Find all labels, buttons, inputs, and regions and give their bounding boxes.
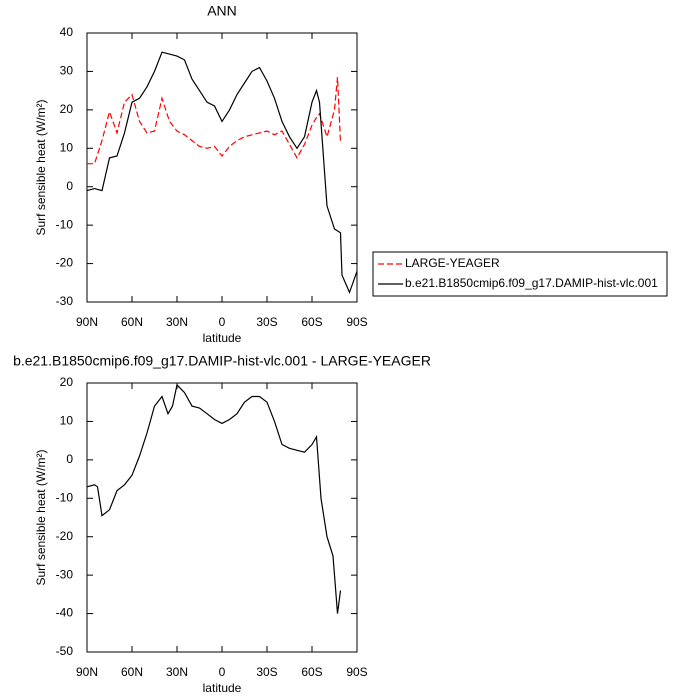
x-tick-label: 0: [219, 665, 226, 679]
y-tick-label: 30: [60, 64, 74, 78]
chart-title: ANN: [207, 3, 237, 19]
y-axis-label: Surf sensible heat (W/m²): [34, 449, 48, 585]
x-tick-label: 0: [219, 315, 226, 329]
legend-label: b.e21.B1850cmip6.f09_g17.DAMIP-hist-vlc.…: [405, 276, 658, 290]
y-tick-label: -10: [56, 217, 74, 231]
x-tick-label: 30S: [256, 665, 277, 679]
y-tick-label: -50: [56, 644, 74, 658]
y-tick-label: -20: [56, 256, 74, 270]
x-tick-label: 30N: [166, 315, 188, 329]
y-tick-label: -30: [56, 294, 74, 308]
x-tick-label: 60N: [121, 665, 143, 679]
x-tick-label: 60S: [301, 315, 322, 329]
y-axis-label: Surf sensible heat (W/m²): [34, 99, 48, 235]
x-tick-label: 90S: [346, 315, 367, 329]
data-line: [86, 383, 342, 614]
legend-label: LARGE-YEAGER: [405, 256, 500, 270]
x-axis-label: latitude: [203, 331, 242, 345]
y-tick-label: 10: [60, 414, 74, 428]
y-tick-label: -20: [56, 529, 74, 543]
data-line: [87, 77, 342, 165]
x-tick-label: 60N: [121, 315, 143, 329]
y-tick-label: 20: [60, 375, 74, 389]
x-tick-label: 60S: [301, 665, 322, 679]
x-tick-label: 90S: [346, 665, 367, 679]
data-line: [86, 51, 358, 295]
y-tick-label: 0: [66, 179, 73, 193]
y-tick-label: 20: [60, 102, 74, 116]
x-tick-label: 30S: [256, 315, 277, 329]
chart-title: b.e21.B1850cmip6.f09_g17.DAMIP-hist-vlc.…: [13, 353, 431, 369]
plot-frame: [86, 32, 358, 303]
y-tick-label: 0: [66, 452, 73, 466]
y-tick-label: 40: [60, 25, 74, 39]
y-tick-label: -10: [56, 490, 74, 504]
y-tick-label: -40: [56, 606, 74, 620]
legend-box: [372, 251, 668, 297]
x-tick-label: 30N: [166, 665, 188, 679]
x-tick-label: 90N: [76, 315, 98, 329]
y-tick-label: 10: [60, 140, 74, 154]
x-axis-label: latitude: [203, 681, 242, 695]
x-tick-label: 90N: [76, 665, 98, 679]
y-tick-label: -30: [56, 567, 74, 581]
